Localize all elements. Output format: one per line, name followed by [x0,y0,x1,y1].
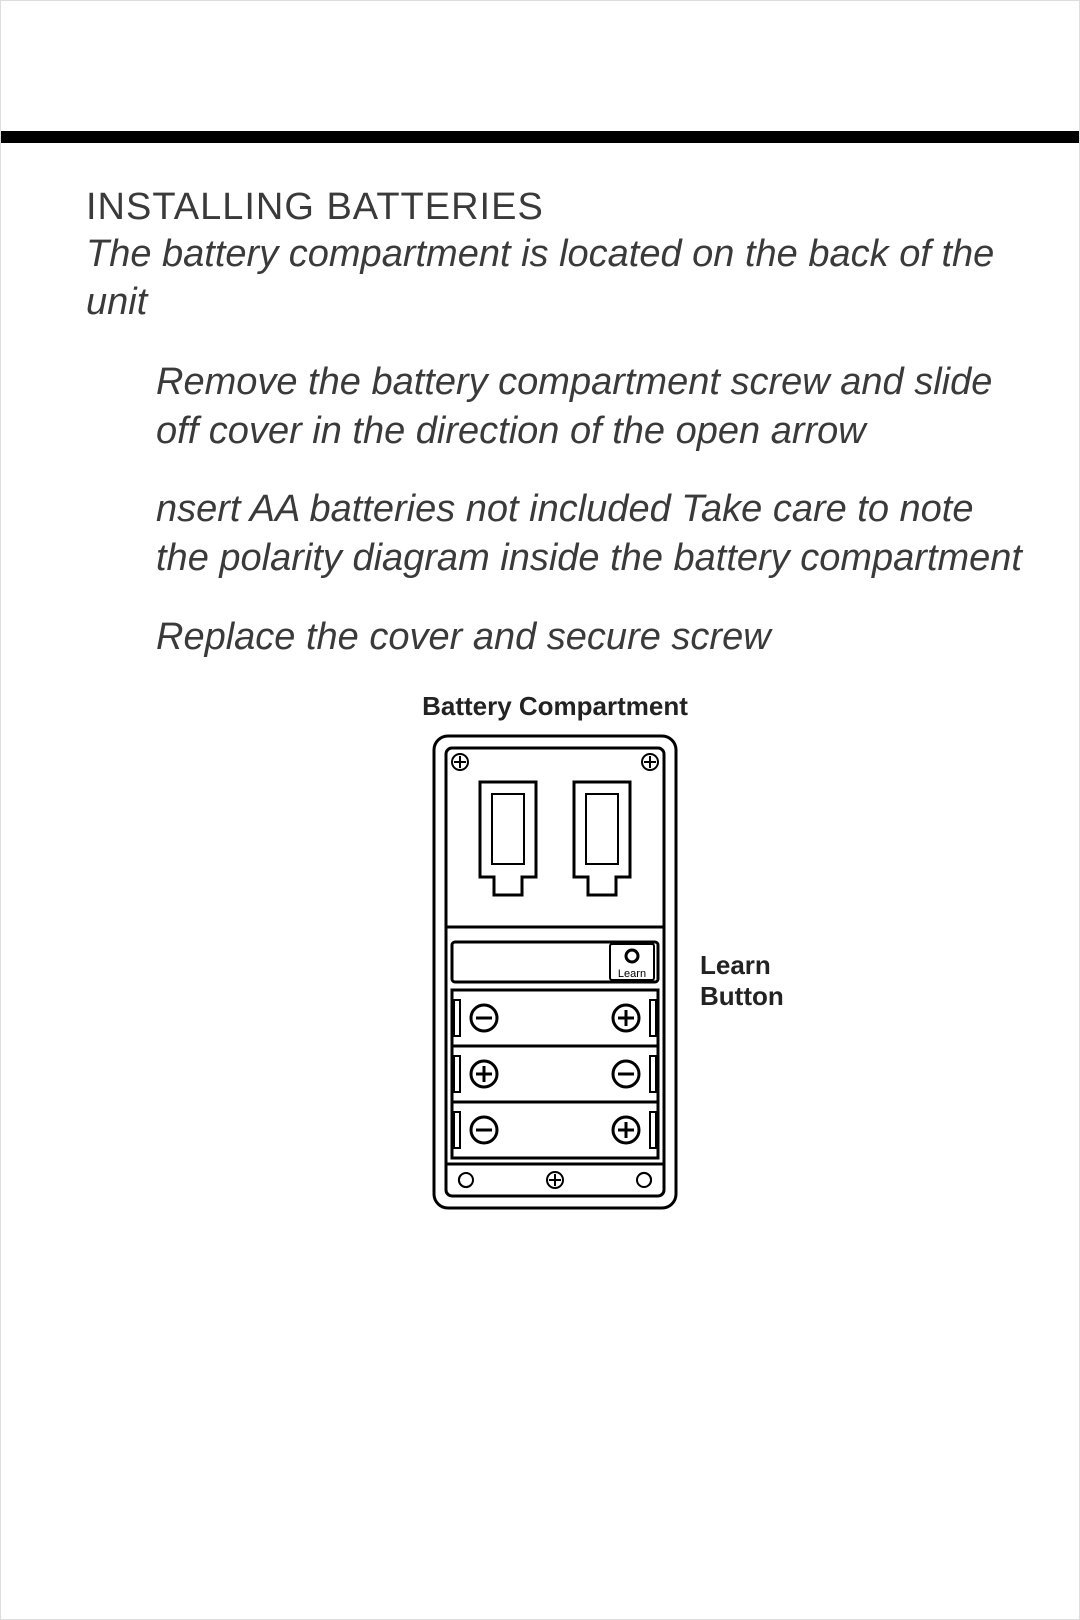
diagram-section: Battery Compartment [86,691,1024,1217]
section-subheading: The battery compartment is located on th… [86,231,1024,326]
learn-label-line1: Learn [700,950,771,980]
learn-button-label: Learn Button [700,950,784,1012]
battery-compartment-diagram: Learn [430,732,680,1217]
step-1: Remove the battery compartment screw and… [156,358,1024,455]
learn-text-in-diagram: Learn [618,968,646,980]
step-2: nsert AA batteries not included Take car… [156,485,1024,582]
content-block: INSTALLING BATTERIES The battery compart… [86,186,1024,1217]
steps-list: Remove the battery compartment screw and… [156,358,1024,661]
horizontal-rule [1,131,1079,143]
diagram-title: Battery Compartment [86,691,1024,722]
step-3: Replace the cover and secure screw [156,613,1024,662]
section-heading: INSTALLING BATTERIES [86,186,1024,229]
page: INSTALLING BATTERIES The battery compart… [0,0,1080,1620]
battery-compartment-svg: Learn [430,732,680,1212]
learn-label-line2: Button [700,981,784,1011]
